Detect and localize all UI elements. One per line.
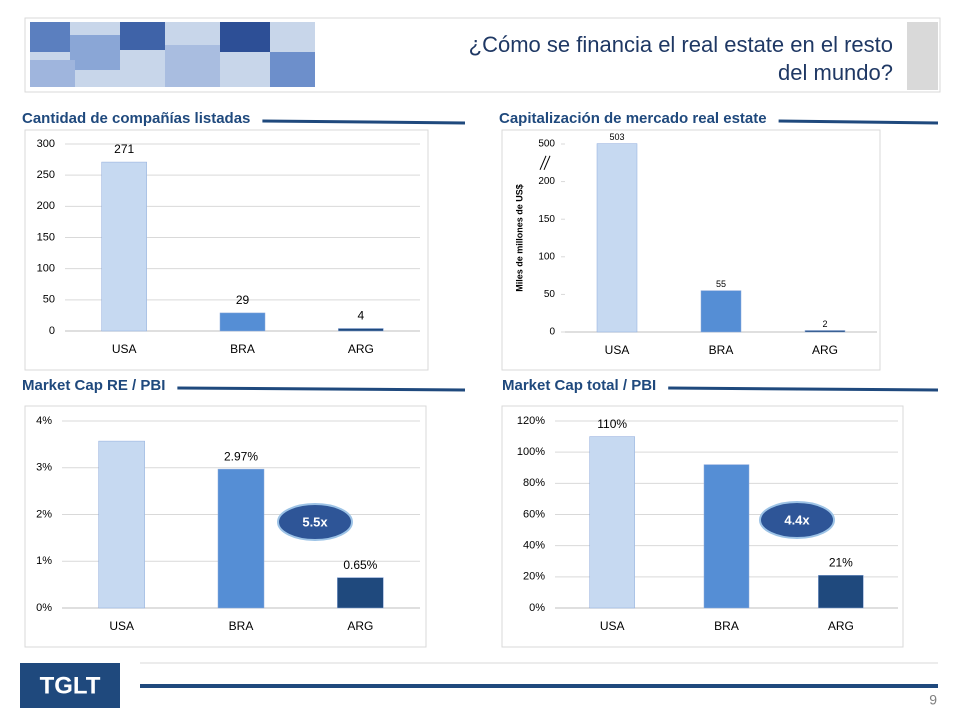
title-rule <box>668 386 939 392</box>
y-tick-label: 0% <box>36 602 52 614</box>
y-tick-label: 60% <box>523 508 545 520</box>
y-tick-label: 1% <box>36 555 52 567</box>
x-tick-label: ARG <box>812 343 838 357</box>
title-rule <box>778 119 939 125</box>
title-rule <box>177 386 466 392</box>
y-tick-label: 150 <box>538 214 555 225</box>
annotation: 5.5x <box>302 514 328 529</box>
x-tick-label: BRA <box>229 619 254 633</box>
y-tick-label: 40% <box>523 540 545 552</box>
x-tick-label: USA <box>605 343 630 357</box>
y-tick-label: 0% <box>529 602 545 614</box>
x-tick-label: USA <box>112 342 137 356</box>
bar <box>589 436 635 609</box>
page-number: 9 <box>929 692 937 708</box>
data-label: 110% <box>597 417 627 431</box>
y-tick-label: 0 <box>49 325 55 337</box>
x-tick-label: BRA <box>230 342 255 356</box>
y-axis-label: Miles de millones de US$ <box>514 184 524 292</box>
chart-box <box>501 405 904 648</box>
annotation-badge <box>759 501 835 539</box>
y-tick-label: 200 <box>37 200 55 212</box>
logo: TGLT <box>40 672 101 699</box>
y-tick-label: 80% <box>523 477 545 489</box>
y-tick-label: 100 <box>538 251 555 262</box>
data-label: 55 <box>716 279 726 289</box>
header-tab <box>907 22 938 90</box>
title: ¿Cómo se financia el real estate en el r… <box>469 32 893 57</box>
data-label: 4 <box>357 309 364 323</box>
x-tick-label: BRA <box>709 343 734 357</box>
bar <box>703 464 750 609</box>
x-tick-label: USA <box>109 619 134 633</box>
bar <box>217 468 265 609</box>
y-tick-label: 200 <box>538 176 555 187</box>
y-tick-label: 0 <box>549 327 555 338</box>
y-tick-label: 100 <box>37 263 55 275</box>
logo-box <box>20 663 120 708</box>
y-tick-label: 2% <box>36 508 52 520</box>
chart-box <box>24 129 429 371</box>
x-tick-label: ARG <box>347 619 373 633</box>
bar <box>337 577 384 609</box>
annotation-badge <box>277 503 353 541</box>
bar <box>338 328 384 332</box>
y-tick-label: 100% <box>517 446 545 458</box>
chart-box <box>24 405 427 648</box>
x-tick-label: ARG <box>828 619 854 633</box>
axis-break <box>539 155 547 170</box>
chart-title: Cantidad de compañías listadas <box>22 110 250 127</box>
x-tick-label: ARG <box>348 342 374 356</box>
y-tick-label: 250 <box>37 169 55 181</box>
y-tick-label: 500 <box>538 139 555 150</box>
y-tick-label: 300 <box>37 138 55 150</box>
bar <box>98 440 145 609</box>
title: del mundo? <box>778 60 893 85</box>
data-label: 21% <box>829 555 853 569</box>
bar <box>804 330 846 333</box>
data-label: 2 <box>822 319 827 329</box>
y-tick-label: 3% <box>36 462 52 474</box>
y-tick-label: 4% <box>36 415 52 427</box>
y-tick-label: 50 <box>43 294 55 306</box>
axis-break <box>543 155 551 170</box>
data-label: 271 <box>114 142 134 156</box>
data-label: 0.65% <box>343 558 377 572</box>
y-tick-label: 50 <box>544 289 556 300</box>
bar <box>700 290 742 333</box>
bar <box>596 143 638 333</box>
bar <box>818 575 864 609</box>
bar <box>219 312 266 332</box>
header-image <box>30 22 315 87</box>
data-label: 503 <box>609 132 624 142</box>
chart-box <box>501 129 881 371</box>
data-label: 2.97% <box>224 449 258 463</box>
y-tick-label: 20% <box>523 571 545 583</box>
x-tick-label: USA <box>600 619 625 633</box>
chart-title: Market Cap RE / PBI <box>22 377 165 394</box>
chart-title: Capitalización de mercado real estate <box>499 110 767 127</box>
annotation: 4.4x <box>784 512 810 527</box>
y-tick-label: 150 <box>37 231 55 243</box>
y-tick-label: 120% <box>517 415 545 427</box>
title-rule <box>262 119 466 125</box>
bar <box>101 161 147 332</box>
x-tick-label: BRA <box>714 619 739 633</box>
data-label: 29 <box>236 293 250 307</box>
chart-title: Market Cap total / PBI <box>502 377 656 394</box>
